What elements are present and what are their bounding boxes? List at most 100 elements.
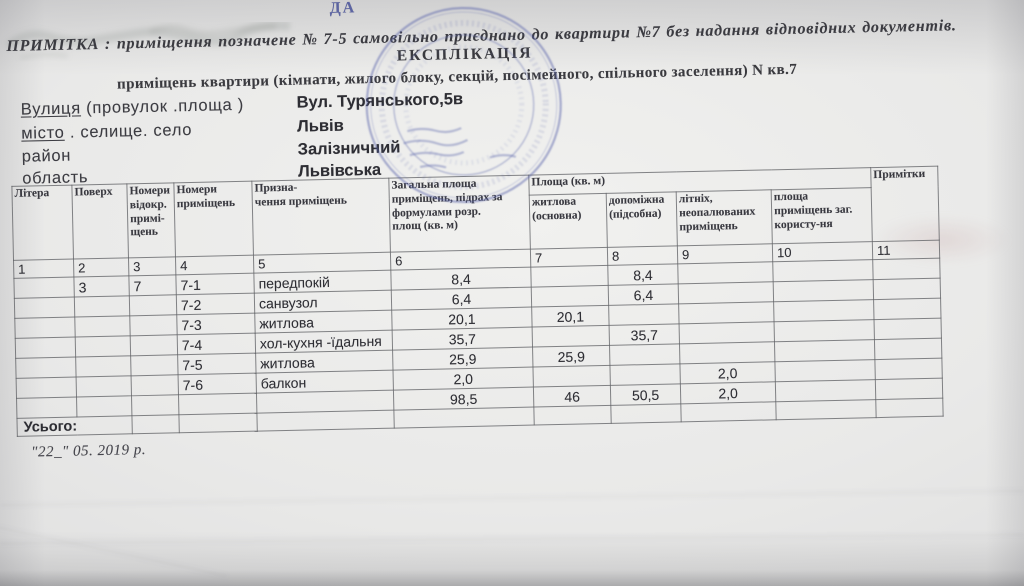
table-cell <box>679 321 775 344</box>
street-label: Вулиця (провулок .площа ) <box>21 96 245 120</box>
table-cell: 7-5 <box>177 353 257 375</box>
table-cell <box>393 407 535 429</box>
table-cell <box>74 295 130 318</box>
table-cell: 7-6 <box>178 373 257 395</box>
table-cell <box>75 355 132 378</box>
table-cell <box>873 278 941 300</box>
table-cell <box>772 259 874 282</box>
table-cell: 25,9 <box>532 345 610 368</box>
table-cell <box>13 277 75 299</box>
table-cell <box>873 298 941 320</box>
table-cell <box>875 398 944 418</box>
table-cell <box>680 401 777 422</box>
date-line: "22_" 05. 2019 р. <box>31 442 147 461</box>
col-header-zagalna-ploshcha: Загальна площа приміщень, підрах за форм… <box>388 175 531 253</box>
col-header-litera: Літера <box>11 185 74 261</box>
table-body: 1 2 3 4 5 6 7 8 9 10 11 3 7 7-1 передпокій 8,4 8,4 7-2 сан… <box>13 240 944 437</box>
table-cell <box>75 335 131 358</box>
table-cell <box>774 339 875 362</box>
table-cell <box>874 318 942 340</box>
district-label: район <box>21 146 72 166</box>
table-cell <box>773 299 875 322</box>
table-cell <box>774 359 876 382</box>
table-cell: 7-3 <box>176 313 256 335</box>
street-value: Вул. Турянського,5в <box>296 90 464 112</box>
col-header-nomery-prym: Номери приміщень <box>173 181 254 257</box>
table-cell <box>872 258 941 280</box>
col-header-zhytlova: житлова (основна) <box>529 193 608 250</box>
paper-stain <box>872 215 1012 265</box>
col-header-poverh: Поверх <box>71 183 129 260</box>
table-cell <box>14 317 76 339</box>
city-label-rest: . селище. село <box>64 120 193 142</box>
table-cell <box>532 325 610 348</box>
col-header-dopomizhna: допоміжна (підсобна) <box>606 191 678 248</box>
table-cell <box>609 363 681 386</box>
table-cell <box>14 297 75 319</box>
table-cell <box>875 378 943 400</box>
table-cell <box>129 314 178 336</box>
table-cell: 2,0 <box>680 381 776 404</box>
table-cell: 50,5 <box>610 383 681 406</box>
city-label-word: місто <box>21 123 65 143</box>
total-label: Усього: <box>16 415 133 437</box>
table-cell <box>130 334 178 356</box>
table-cell <box>256 410 395 432</box>
table-cell: 20,1 <box>531 305 610 328</box>
table-cell <box>178 413 258 433</box>
table-cell <box>531 285 609 308</box>
table-cell: 6,4 <box>608 283 679 306</box>
col-header-zag-koryst: площа приміщень заг. користу-ня <box>771 187 873 244</box>
table-cell: 7 <box>128 274 177 296</box>
table-cell: 3 <box>128 256 176 276</box>
table-cell: 7-1 <box>175 273 255 295</box>
table-cell <box>678 281 774 304</box>
table-cell <box>608 303 680 326</box>
table-cell: 11 <box>872 240 940 260</box>
table-cell <box>16 377 77 399</box>
table-cell: 2 <box>73 257 129 278</box>
table-cell: 7 <box>530 247 608 268</box>
table-cell <box>74 315 131 338</box>
stamp-fragment-text: ДА <box>329 0 357 17</box>
street-label-rest: (провулок .площа ) <box>80 95 245 118</box>
city-label: місто . селище. село <box>21 121 192 144</box>
table-cell <box>775 379 876 402</box>
table-cell <box>532 365 611 388</box>
city-value: Львів <box>296 116 344 136</box>
table-cell <box>874 358 943 380</box>
table-cell <box>131 414 180 434</box>
table-cell <box>874 338 942 360</box>
table-cell <box>76 395 132 418</box>
col-header-litnih: літніх, неопалюваних приміщень <box>676 189 773 246</box>
col-header-prymitky: Примітки <box>870 166 940 242</box>
table-cell <box>533 405 612 426</box>
table-cell <box>609 343 680 366</box>
table-cell: 8 <box>607 245 678 266</box>
table-cell <box>530 265 609 288</box>
table-cell <box>774 319 875 342</box>
table-cell: 3 <box>73 275 130 298</box>
table-cell: 1 <box>13 259 74 279</box>
table-cell <box>178 393 257 415</box>
col-header-nomery-vidokr: Номери відокр. примі- щень <box>126 182 176 258</box>
table-cell <box>678 301 775 324</box>
table-cell <box>16 397 77 419</box>
table-cell <box>131 394 179 416</box>
table-cell <box>15 357 77 379</box>
table-cell: 9 <box>677 243 773 264</box>
table-cell <box>129 294 177 316</box>
table-cell <box>131 374 179 396</box>
table-cell: 4 <box>175 255 254 275</box>
table-cell <box>773 279 874 302</box>
table-cell: 7-4 <box>177 333 256 355</box>
table-cell: 8,4 <box>607 263 679 286</box>
table-cell: 46 <box>533 385 611 408</box>
table-cell <box>677 261 774 284</box>
street-label-word: Вулиця <box>20 99 82 119</box>
table-cell: 7-2 <box>176 293 255 315</box>
table-cell <box>679 341 775 364</box>
table-cell <box>130 354 179 376</box>
table-cell <box>775 399 877 420</box>
